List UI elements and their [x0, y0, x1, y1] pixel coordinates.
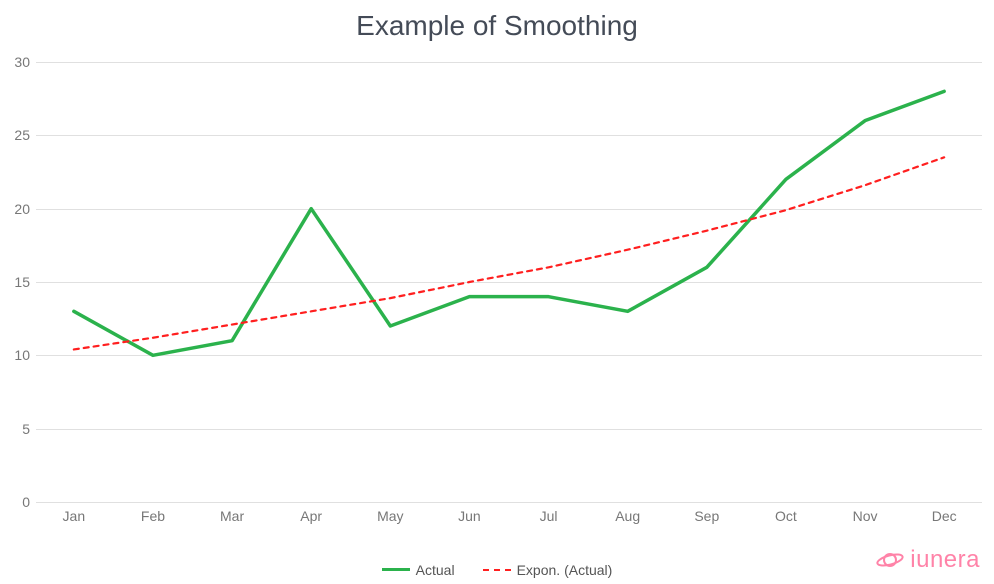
legend-label: Actual	[416, 562, 455, 578]
x-tick-label: Aug	[615, 508, 640, 524]
smoothing-chart: Example of Smoothing 0 5 10 15 20 25 30 Jan Feb…	[0, 0, 994, 584]
y-tick-label: 15	[0, 274, 30, 290]
x-axis-labels: Jan Feb Mar Apr May Jun Jul Aug Sep Oct Nov Dec	[36, 508, 982, 530]
y-tick-label: 25	[0, 127, 30, 143]
y-tick-label: 10	[0, 347, 30, 363]
y-tick-label: 0	[0, 494, 30, 510]
x-tick-label: May	[377, 508, 403, 524]
chart-title: Example of Smoothing	[0, 10, 994, 42]
legend: Actual Expon. (Actual)	[0, 558, 994, 578]
watermark-logo: iunera	[876, 546, 980, 574]
x-tick-label: Oct	[775, 508, 797, 524]
y-tick-label: 5	[0, 421, 30, 437]
x-tick-label: Sep	[694, 508, 719, 524]
x-tick-label: Jun	[458, 508, 481, 524]
x-tick-label: Mar	[220, 508, 244, 524]
planet-icon	[876, 550, 904, 570]
y-tick-label: 30	[0, 54, 30, 70]
watermark-text: iunera	[910, 546, 980, 574]
x-tick-label: Nov	[853, 508, 878, 524]
plot-area	[36, 62, 982, 502]
y-tick-label: 20	[0, 201, 30, 217]
legend-swatch	[483, 569, 511, 571]
legend-swatch	[382, 568, 410, 571]
legend-label: Expon. (Actual)	[517, 562, 613, 578]
chart-lines	[36, 62, 982, 502]
x-tick-label: Apr	[300, 508, 322, 524]
series-line	[74, 91, 944, 355]
series-line	[74, 157, 944, 349]
x-tick-label: Feb	[141, 508, 165, 524]
gridline	[36, 502, 982, 503]
x-tick-label: Jul	[540, 508, 558, 524]
legend-item: Actual	[382, 562, 455, 578]
x-tick-label: Jan	[63, 508, 86, 524]
x-tick-label: Dec	[932, 508, 957, 524]
legend-item: Expon. (Actual)	[483, 562, 613, 578]
